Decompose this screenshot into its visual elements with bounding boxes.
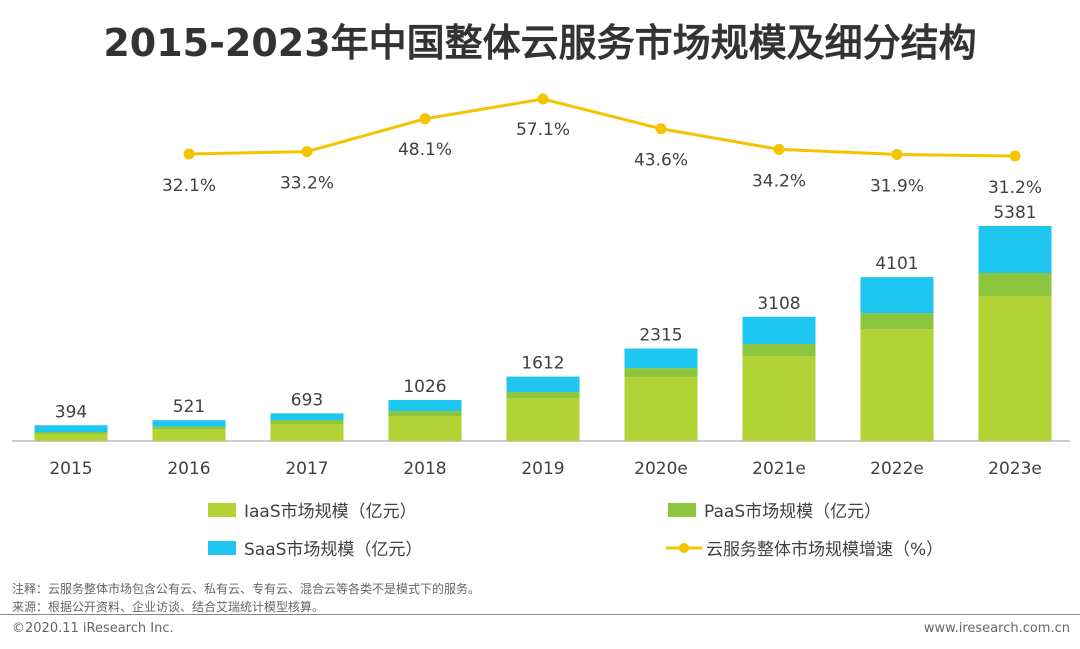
footer-divider	[0, 614, 1080, 615]
growth-point	[301, 146, 313, 158]
website: www.iresearch.com.cn	[923, 621, 1070, 636]
legend-iaas: IaaS市场规模（亿元）	[208, 497, 417, 522]
bar-paas	[388, 411, 462, 417]
legend-swatch-iaas	[208, 502, 236, 517]
bar-saas	[34, 425, 108, 433]
source-note: 来源：根据公开资料、企业访谈、结合艾瑞统计模型核算。	[12, 600, 325, 614]
x-tick-label: 2018	[403, 459, 446, 479]
legend-label-paas: PaaS市场规模（亿元）	[704, 502, 882, 522]
bar-saas	[152, 420, 226, 427]
chart-plot: 394 2015 521 2016 693 2017 1026 2018 1612 2019 231…	[12, 93, 1070, 479]
bar-iaas	[506, 398, 580, 441]
growth-label: 33.2%	[280, 174, 334, 194]
bar-iaas	[34, 434, 108, 441]
bar-total-label: 2315	[639, 326, 682, 346]
bar-paas	[860, 313, 934, 330]
bar-total-label: 521	[173, 397, 205, 417]
growth-point	[891, 148, 903, 160]
bar-saas	[860, 277, 934, 314]
growth-label: 43.6%	[634, 151, 688, 171]
growth-label: 31.9%	[870, 176, 924, 196]
bar-saas	[624, 348, 698, 369]
growth-line	[188, 97, 1016, 158]
bar-iaas	[270, 424, 344, 441]
growth-point	[1009, 150, 1021, 162]
bar-total-label: 1612	[521, 354, 564, 374]
legend-swatch-saas	[208, 540, 236, 555]
bar-paas	[506, 392, 580, 399]
legend-label-iaas: IaaS市场规模（亿元）	[244, 502, 417, 522]
legend-growth: 云服务整体市场规模增速（%）	[666, 535, 943, 560]
growth-point	[773, 143, 785, 155]
bar-iaas	[860, 329, 934, 441]
bar-total-label: 394	[55, 402, 87, 422]
growth-point	[419, 113, 431, 125]
footnote: 注释：云服务整体市场包含公有云、私有云、专有云、混合云等各类不是模式下的服务。	[12, 582, 481, 596]
bar-total-label: 693	[291, 390, 323, 410]
legend-paas: PaaS市场规模（亿元）	[668, 497, 881, 522]
bar-iaas	[978, 295, 1052, 441]
growth-label: 31.2%	[988, 178, 1042, 198]
bar-iaas	[152, 429, 226, 441]
legend-saas: SaaS市场规模（亿元）	[208, 535, 422, 560]
x-tick-label: 2016	[167, 459, 210, 479]
bar-paas	[978, 272, 1052, 296]
x-tick-label: 2021e	[752, 459, 806, 479]
x-tick-label: 2019	[521, 459, 564, 479]
growth-point	[537, 93, 549, 105]
bar-iaas	[742, 355, 816, 441]
growth-label: 57.1%	[516, 120, 570, 140]
bar-saas	[978, 226, 1052, 273]
x-tick-label: 2017	[285, 459, 328, 479]
x-tick-label: 2020e	[634, 459, 688, 479]
bar-total-label: 1026	[403, 377, 446, 397]
x-tick-label: 2015	[49, 459, 92, 479]
copyright: ©2020.11 iResearch Inc.	[12, 621, 174, 636]
growth-label: 32.1%	[162, 176, 216, 196]
legend-swatch-paas	[668, 502, 696, 517]
legend-label-saas: SaaS市场规模（亿元）	[244, 540, 423, 560]
growth-point	[655, 123, 667, 135]
growth-label: 48.1%	[398, 140, 452, 160]
legend-label-growth: 云服务整体市场规模增速（%）	[706, 540, 944, 560]
growth-point	[183, 148, 195, 160]
bar-paas	[624, 368, 698, 378]
bar-iaas	[624, 377, 698, 441]
legend-line-marker	[666, 542, 702, 553]
bar-saas	[742, 316, 816, 344]
x-tick-label: 2022e	[870, 459, 924, 479]
bar-saas	[388, 400, 462, 412]
growth-label: 34.2%	[752, 171, 806, 191]
bar-saas	[506, 376, 580, 393]
bar-iaas	[388, 416, 462, 441]
bar-paas	[742, 343, 816, 356]
x-tick-label: 2023e	[988, 459, 1042, 479]
bar-saas	[270, 413, 344, 421]
bar-paas	[152, 426, 226, 430]
bar-total-label: 3108	[757, 294, 800, 314]
bar-paas	[270, 420, 344, 425]
bar-total-label: 5381	[993, 203, 1036, 223]
chart-title: 2015-2023年中国整体云服务市场规模及细分结构	[103, 21, 977, 65]
bar-paas	[34, 432, 108, 435]
bar-total-label: 4101	[875, 254, 918, 274]
